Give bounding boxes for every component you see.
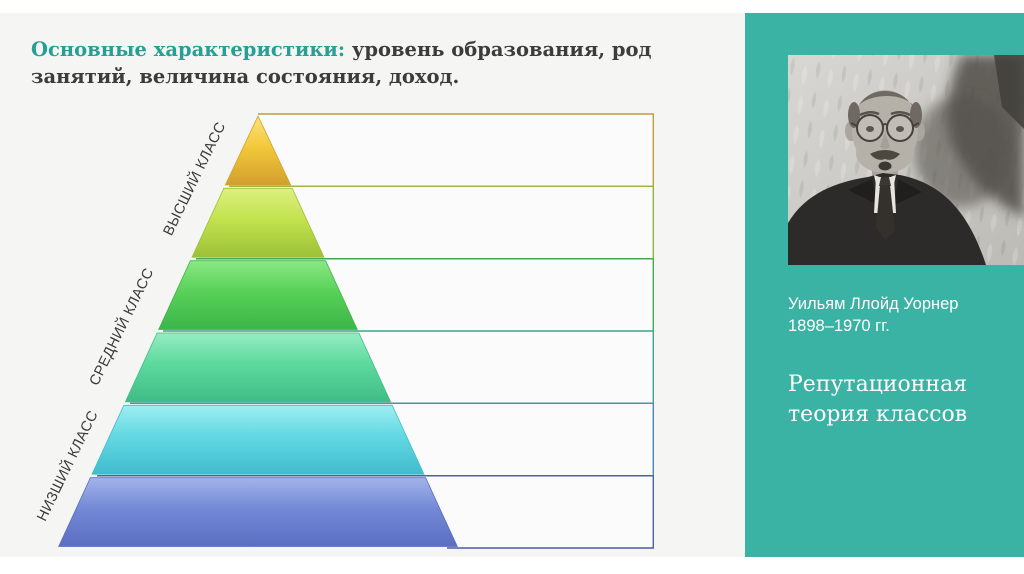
pyramid-level-4 <box>124 332 392 403</box>
hair <box>851 91 919 121</box>
photo-dark-corner <box>994 55 1024 129</box>
nose <box>880 133 890 149</box>
tie-knot <box>879 177 891 186</box>
pyramid-diagram: ВЫСШИЙ КЛАСС СРЕДНИЙ КЛАСС НИЗШИЙ КЛАСС <box>34 113 657 549</box>
pyramid-chart <box>58 113 654 549</box>
sidebar-panel: Уильям Ллойд Уорнер 1898–1970 гг. Репута… <box>745 13 1024 557</box>
glasses-temple-left <box>850 122 858 127</box>
eye-right <box>896 126 904 132</box>
mustache <box>870 150 900 160</box>
tie <box>876 185 895 239</box>
pyramid-level-6 <box>58 477 458 547</box>
eye-left <box>866 126 874 132</box>
pyramid-level-3 <box>158 260 358 330</box>
brow-left <box>859 111 880 117</box>
pyramid-level-1 <box>224 115 292 186</box>
title-highlight: Основные характеристики: <box>31 38 346 61</box>
person-caption: Уильям Ллойд Уорнер 1898–1970 гг. <box>788 293 1008 337</box>
portrait-figure <box>788 90 986 265</box>
portrait-photo <box>788 55 1024 265</box>
person-years: 1898–1970 гг. <box>788 317 890 335</box>
glasses-bridge <box>882 123 888 126</box>
brow-right <box>890 111 911 117</box>
pyramid-level-5 <box>91 404 425 475</box>
portrait-illustration <box>788 55 1024 265</box>
person-name: Уильям Ллойд Уорнер <box>788 295 959 313</box>
mouth <box>878 161 892 171</box>
title-rest: уровень образования, род занятий, величи… <box>31 38 652 88</box>
theory-heading: Репутационная теория классов <box>788 372 968 427</box>
slide-background: Основные характеристики: уровень образов… <box>0 13 1024 557</box>
pyramid-level-2 <box>191 187 325 258</box>
slide-title: Основные характеристики: уровень образов… <box>31 36 707 90</box>
glasses-temple-right <box>912 122 920 127</box>
